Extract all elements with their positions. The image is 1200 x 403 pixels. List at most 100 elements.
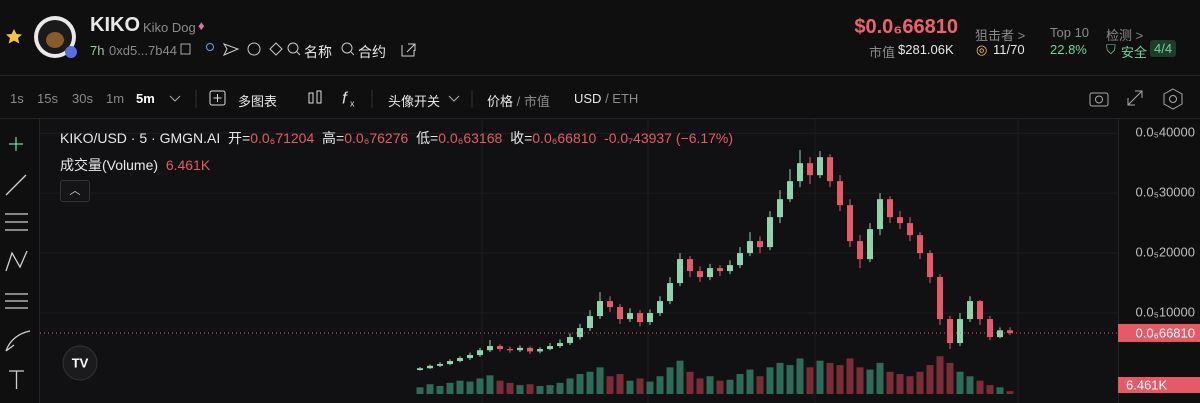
fullscreen-icon[interactable] [1127, 90, 1143, 106]
candle-body [647, 313, 653, 323]
indicator-icon-x: x [350, 98, 355, 108]
volume-bar [706, 376, 714, 394]
token-name: Kiko Dog [143, 20, 196, 35]
currency-eth[interactable]: ETH [612, 91, 639, 106]
candle-body [877, 199, 883, 230]
volume-bar [656, 376, 664, 394]
trendline-tool[interactable] [5, 174, 27, 196]
candle-body [817, 157, 823, 176]
candle-body [767, 217, 773, 248]
legend-high: 0.0₆76276 [344, 130, 409, 146]
candle-body [727, 265, 733, 272]
brush-tool[interactable] [5, 330, 31, 352]
volume-bar [906, 376, 914, 394]
multi-chart-icon[interactable] [209, 90, 226, 106]
volume-bar [896, 374, 904, 394]
volume-bar [926, 365, 934, 394]
top10-value: 22.8% [1050, 42, 1087, 57]
chain-badge [65, 46, 77, 58]
avatar-dog [46, 32, 64, 48]
interval[interactable]: 15s [37, 91, 58, 106]
site-icon[interactable] [247, 42, 261, 56]
tradingview-logo-mark: TV [72, 355, 89, 370]
price-mode[interactable]: 价格 / 市值 [487, 94, 550, 109]
chevron[interactable] [169, 95, 181, 102]
chart-legend: KIKO/USD · 5 · GMGN.AI 开=0.0₆71204 高=0.0… [60, 128, 733, 148]
candle-body [467, 355, 473, 359]
volume-value: 6.461K [165, 157, 211, 173]
candle-body [947, 319, 953, 344]
volume-bar [536, 386, 544, 394]
snipers-icon: ◎ [976, 42, 988, 57]
check-label[interactable]: 检测 > [1106, 28, 1144, 43]
plus [213, 94, 222, 102]
screenshot-icon[interactable] [1089, 92, 1109, 107]
candle-body [827, 157, 833, 182]
candle-body [757, 241, 763, 248]
token-address[interactable]: 0xd5...7b44 [109, 43, 177, 58]
candle-body [967, 301, 973, 320]
legend-open-label: 开= [228, 130, 251, 146]
volume-bar [446, 382, 454, 394]
pattern-tool[interactable] [5, 250, 28, 272]
multi-chart[interactable]: 多图表 [238, 94, 278, 109]
indicator-icon[interactable]: f [342, 88, 349, 107]
search-name[interactable]: 名称 [304, 44, 332, 60]
search-icon[interactable] [341, 42, 353, 54]
volume-bar [976, 380, 984, 394]
interval[interactable]: 30s [72, 91, 93, 106]
drawing-tools [5, 137, 31, 389]
volume-bar [946, 362, 954, 394]
share-icon[interactable] [401, 43, 416, 57]
safe-count: 4/4 [1150, 40, 1177, 57]
interval[interactable]: 1s [10, 91, 24, 106]
volume-bar [966, 376, 974, 394]
copy-icon[interactable] [180, 43, 191, 55]
interval-active[interactable]: 5m [136, 91, 155, 106]
currency-mode[interactable]: USD / ETH [574, 91, 639, 106]
candle-type-icon[interactable] [308, 92, 314, 104]
user-icon[interactable] [206, 43, 214, 51]
price-mode-active[interactable]: 价格 [487, 94, 514, 109]
telegram-icon[interactable] [222, 43, 240, 56]
legend-title: KIKO/USD · 5 · GMGN.AI [60, 130, 221, 146]
fib-tool[interactable] [5, 213, 28, 231]
text-tool[interactable] [9, 370, 24, 389]
chevron[interactable] [448, 95, 460, 102]
favorite-star[interactable] [6, 29, 22, 44]
volume-bar [566, 378, 574, 394]
collapse-legend[interactable]: ︿ [60, 180, 90, 202]
settings-icon[interactable] [1163, 88, 1183, 110]
volume-legend: 成交量(Volume) 6.461K [60, 155, 210, 175]
candle-body [557, 343, 563, 347]
candle-body [697, 271, 703, 278]
volume-bar [416, 387, 424, 394]
mcap-value: $281.06K [898, 42, 954, 57]
legend-open: 0.0₆71204 [250, 130, 315, 146]
diamond-icon[interactable] [269, 42, 283, 56]
volume-bar [456, 380, 464, 394]
projection-tool[interactable] [5, 293, 28, 309]
search-icon-handle [296, 51, 301, 56]
currency-usd[interactable]: USD [574, 91, 602, 106]
volume-title: 成交量(Volume) [60, 157, 159, 173]
volume-bar [846, 358, 854, 394]
legend-close: 0.0₆66810 [532, 130, 597, 146]
tradingview-logo[interactable] [62, 345, 98, 381]
snipers-label[interactable]: 狙击者 > [975, 28, 1026, 43]
interval[interactable]: 1m [106, 91, 125, 106]
volume-bar [616, 374, 624, 394]
volume-bar [426, 384, 434, 394]
candle-body [597, 301, 603, 317]
mcap-mode[interactable]: 市值 [523, 94, 550, 109]
plot: 0.0₅40000 0.0₅30000 0.0₅20000 0.0₅10000 0.0₆… [40, 125, 1200, 394]
search-icon[interactable] [287, 42, 299, 54]
crosshair-tool[interactable] [9, 137, 23, 151]
volume-bar [646, 381, 654, 394]
avatar-toggle[interactable]: 头像开关 [388, 94, 441, 109]
candle-body [417, 368, 423, 371]
candle-body [1007, 330, 1013, 333]
flame-icon: ♦ [198, 18, 205, 33]
search-contract[interactable]: 合约 [358, 44, 386, 60]
top10-label: Top 10 [1050, 25, 1090, 40]
